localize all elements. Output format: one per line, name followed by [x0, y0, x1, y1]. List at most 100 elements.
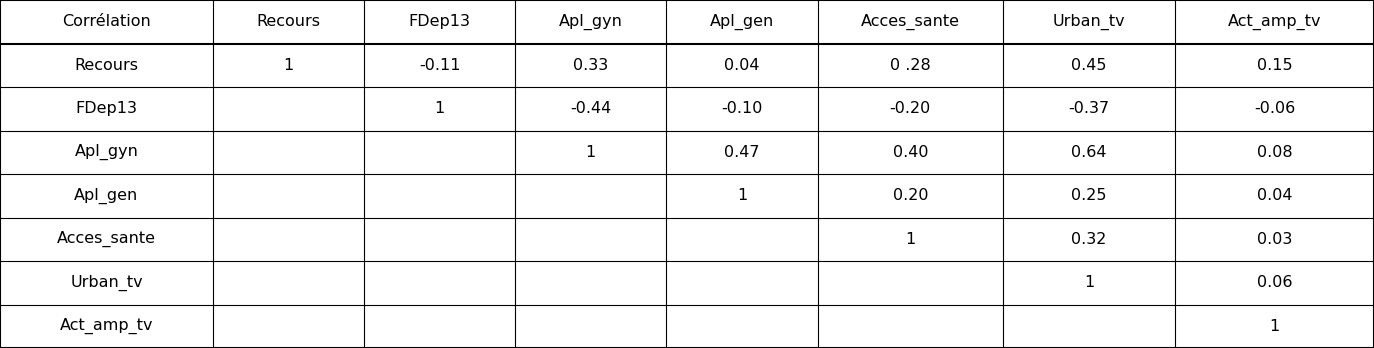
- Bar: [818, 130, 1003, 174]
- Bar: [1003, 304, 1175, 348]
- Bar: [1003, 130, 1175, 174]
- Bar: [1175, 261, 1374, 304]
- Bar: [1003, 218, 1175, 261]
- Text: Urban_tv: Urban_tv: [1052, 14, 1125, 30]
- Text: 1: 1: [585, 145, 596, 160]
- Bar: [213, 0, 364, 44]
- Bar: [364, 218, 515, 261]
- Bar: [364, 174, 515, 218]
- Bar: [213, 174, 364, 218]
- Bar: [0, 130, 213, 174]
- Bar: [666, 87, 818, 130]
- Text: Recours: Recours: [74, 58, 139, 73]
- Bar: [364, 304, 515, 348]
- Bar: [1003, 44, 1175, 87]
- Text: 0.25: 0.25: [1072, 188, 1106, 203]
- Bar: [213, 44, 364, 87]
- Text: 0.40: 0.40: [893, 145, 927, 160]
- Text: Acces_sante: Acces_sante: [56, 231, 157, 247]
- Text: Act_amp_tv: Act_amp_tv: [1227, 14, 1322, 30]
- Text: FDep13: FDep13: [408, 14, 471, 29]
- Text: 1: 1: [736, 188, 747, 203]
- Bar: [666, 130, 818, 174]
- Bar: [0, 261, 213, 304]
- Text: 1: 1: [434, 101, 445, 116]
- Text: Recours: Recours: [257, 14, 320, 29]
- Text: 0.03: 0.03: [1257, 232, 1292, 247]
- Text: Apl_gyn: Apl_gyn: [559, 14, 622, 30]
- Text: Corrélation: Corrélation: [62, 14, 151, 29]
- Text: -0.10: -0.10: [721, 101, 763, 116]
- Bar: [213, 304, 364, 348]
- Text: -0.20: -0.20: [889, 101, 932, 116]
- Bar: [1003, 0, 1175, 44]
- Bar: [666, 44, 818, 87]
- Bar: [0, 174, 213, 218]
- Bar: [0, 87, 213, 130]
- Bar: [818, 44, 1003, 87]
- Bar: [666, 261, 818, 304]
- Bar: [0, 44, 213, 87]
- Text: 1: 1: [283, 58, 294, 73]
- Bar: [515, 130, 666, 174]
- Bar: [1175, 130, 1374, 174]
- Bar: [364, 130, 515, 174]
- Bar: [818, 87, 1003, 130]
- Bar: [515, 44, 666, 87]
- Text: 1: 1: [905, 232, 915, 247]
- Bar: [1003, 87, 1175, 130]
- Text: 0.06: 0.06: [1257, 275, 1292, 290]
- Text: Urban_tv: Urban_tv: [70, 275, 143, 291]
- Bar: [515, 87, 666, 130]
- Text: 0.04: 0.04: [724, 58, 760, 73]
- Bar: [1003, 261, 1175, 304]
- Bar: [0, 0, 213, 44]
- Bar: [818, 218, 1003, 261]
- Bar: [818, 304, 1003, 348]
- Bar: [1175, 44, 1374, 87]
- Bar: [364, 44, 515, 87]
- Bar: [1003, 174, 1175, 218]
- Text: 1: 1: [1084, 275, 1094, 290]
- Bar: [364, 87, 515, 130]
- Text: Act_amp_tv: Act_amp_tv: [59, 318, 154, 334]
- Text: 0 .28: 0 .28: [890, 58, 930, 73]
- Bar: [1175, 87, 1374, 130]
- Text: -0.06: -0.06: [1253, 101, 1296, 116]
- Bar: [666, 304, 818, 348]
- Bar: [818, 0, 1003, 44]
- Bar: [213, 218, 364, 261]
- Text: FDep13: FDep13: [76, 101, 137, 116]
- Bar: [515, 304, 666, 348]
- Bar: [1175, 218, 1374, 261]
- Bar: [1175, 0, 1374, 44]
- Bar: [213, 261, 364, 304]
- Text: Apl_gen: Apl_gen: [74, 188, 139, 204]
- Text: 0.47: 0.47: [724, 145, 760, 160]
- Text: 0.04: 0.04: [1257, 188, 1292, 203]
- Bar: [666, 0, 818, 44]
- Text: 0.08: 0.08: [1257, 145, 1292, 160]
- Text: Acces_sante: Acces_sante: [860, 14, 960, 30]
- Text: Apl_gyn: Apl_gyn: [74, 144, 139, 160]
- Bar: [515, 174, 666, 218]
- Bar: [666, 174, 818, 218]
- Bar: [1175, 304, 1374, 348]
- Bar: [666, 218, 818, 261]
- Text: 0.64: 0.64: [1072, 145, 1106, 160]
- Bar: [364, 261, 515, 304]
- Bar: [0, 304, 213, 348]
- Text: 0.45: 0.45: [1072, 58, 1106, 73]
- Bar: [515, 261, 666, 304]
- Bar: [364, 0, 515, 44]
- Text: -0.44: -0.44: [570, 101, 611, 116]
- Bar: [213, 87, 364, 130]
- Text: -0.11: -0.11: [419, 58, 460, 73]
- Bar: [515, 218, 666, 261]
- Text: 0.33: 0.33: [573, 58, 609, 73]
- Bar: [818, 261, 1003, 304]
- Text: Apl_gen: Apl_gen: [710, 14, 774, 30]
- Text: 0.20: 0.20: [893, 188, 927, 203]
- Text: 0.15: 0.15: [1257, 58, 1292, 73]
- Text: 0.32: 0.32: [1072, 232, 1106, 247]
